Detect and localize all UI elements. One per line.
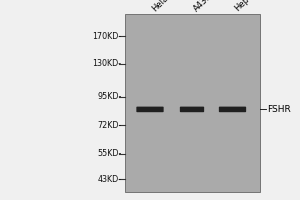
FancyBboxPatch shape: [180, 107, 204, 112]
Text: 170KD-: 170KD-: [92, 32, 122, 41]
Text: Hela: Hela: [150, 0, 170, 13]
Bar: [124, 14, 260, 192]
FancyBboxPatch shape: [219, 107, 246, 112]
FancyBboxPatch shape: [136, 107, 164, 112]
Text: 95KD-: 95KD-: [97, 92, 122, 101]
Text: FSHR: FSHR: [267, 105, 291, 114]
Text: 130KD-: 130KD-: [92, 59, 122, 68]
Text: 72KD-: 72KD-: [97, 121, 122, 130]
Text: HepG2: HepG2: [232, 0, 259, 13]
Text: 55KD-: 55KD-: [97, 149, 122, 158]
Text: A431: A431: [192, 0, 214, 13]
Text: 43KD-: 43KD-: [98, 175, 122, 184]
